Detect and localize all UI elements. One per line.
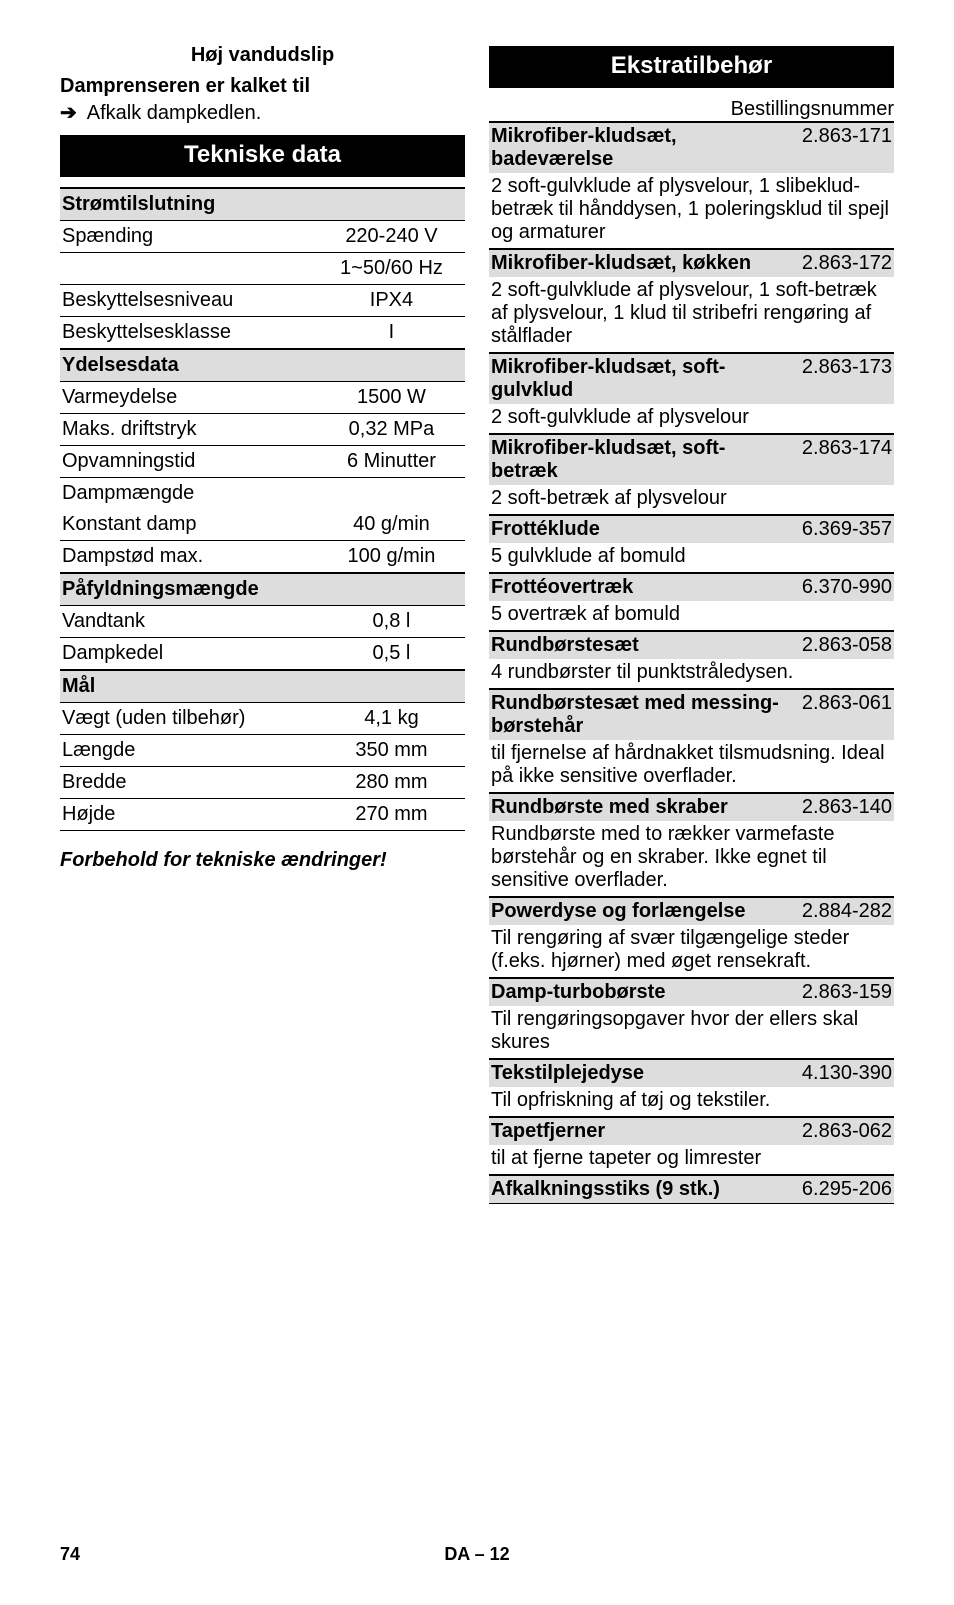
spec-group-header: Påfyldningsmængde xyxy=(60,573,465,606)
troubleshoot-step-text: Afkalk dampkedlen. xyxy=(87,102,262,125)
spec-value: 350 mm xyxy=(318,735,465,767)
accessory-number: 2.863-062 xyxy=(781,1117,894,1145)
spec-label: Dampmængde xyxy=(60,478,318,510)
spec-label: Vægt (uden tilbehør) xyxy=(60,703,318,735)
accessory-number: 6.369-357 xyxy=(781,515,894,543)
accessory-desc: 5 gulvklude af bomuld xyxy=(489,543,894,573)
spec-value: 0,8 l xyxy=(318,606,465,638)
accessory-name: Frottéklude xyxy=(489,515,781,543)
accessory-number: 2.863-174 xyxy=(781,434,894,485)
accessory-desc: 2 soft-gulvklude af plysvelour xyxy=(489,404,894,434)
troubleshoot-step: ➔ Afkalk dampkedlen. xyxy=(60,100,465,125)
accessory-desc: 4 rundbørster til punktstråledysen. xyxy=(489,659,894,689)
spec-group-header: Ydelsesdata xyxy=(60,349,465,382)
footer-page-number: 74 xyxy=(60,1544,120,1565)
order-number-label: Bestillingsnummer xyxy=(489,98,894,121)
spec-value: 270 mm xyxy=(318,799,465,831)
accessory-desc: 2 soft-gulvklude af plysvelour, 1 soft-b… xyxy=(489,277,894,353)
accessory-number: 2.863-159 xyxy=(781,978,894,1006)
page-footer: 74 DA – 12 xyxy=(60,1544,894,1565)
spec-value: I xyxy=(318,317,465,350)
spec-value xyxy=(318,478,465,510)
spec-value: IPX4 xyxy=(318,285,465,317)
accessory-number: 6.370-990 xyxy=(781,573,894,601)
spec-label xyxy=(60,253,318,285)
accessory-number: 2.863-140 xyxy=(781,793,894,821)
accessory-desc: Til rengøring af svær tilgængelige stede… xyxy=(489,925,894,978)
accessory-desc: Rundbørste med to rækker varmefaste børs… xyxy=(489,821,894,897)
spec-value: 1~50/60 Hz xyxy=(318,253,465,285)
accessory-desc: til fjernelse af hårdnakket tilsmudsning… xyxy=(489,740,894,793)
accessory-name: Powerdyse og forlængelse xyxy=(489,897,781,925)
accessory-number: 2.884-282 xyxy=(781,897,894,925)
accessory-number: 2.863-058 xyxy=(781,631,894,659)
accessory-name: Mikrofiber-kludsæt, soft-gulvklud xyxy=(489,353,781,404)
accessory-number: 2.863-061 xyxy=(781,689,894,740)
spec-group-header: Strømtilslutning xyxy=(60,188,465,221)
accessory-name: Rundbørstesæt med messing-børstehår xyxy=(489,689,781,740)
accessories-table: Mikrofiber-kludsæt, badeværelse2.863-171… xyxy=(489,121,894,1204)
spec-label: Længde xyxy=(60,735,318,767)
specs-table: StrømtilslutningSpænding220-240 V1~50/60… xyxy=(60,187,465,831)
spec-label: Opvamningstid xyxy=(60,446,318,478)
spec-value: 1500 W xyxy=(318,382,465,414)
spec-value: 220-240 V xyxy=(318,221,465,253)
accessory-number: 2.863-173 xyxy=(781,353,894,404)
spec-label: Maks. driftstryk xyxy=(60,414,318,446)
accessory-name: Mikrofiber-kludsæt, badeværelse xyxy=(489,122,781,173)
spec-label: Vandtank xyxy=(60,606,318,638)
arrow-icon: ➔ xyxy=(60,100,77,125)
accessory-number: 4.130-390 xyxy=(781,1059,894,1087)
spec-value: 40 g/min xyxy=(318,509,465,541)
spec-label: Dampkedel xyxy=(60,638,318,671)
spec-value: 4,1 kg xyxy=(318,703,465,735)
accessories-banner: Ekstratilbehør xyxy=(489,46,894,88)
spec-label: Højde xyxy=(60,799,318,831)
accessory-name: Tekstilplejedyse xyxy=(489,1059,781,1087)
accessory-desc: til at fjerne tapeter og limrester xyxy=(489,1145,894,1175)
spec-value: 6 Minutter xyxy=(318,446,465,478)
troubleshoot-heading: Høj vandudslip xyxy=(60,44,465,67)
accessory-name: Rundbørstesæt xyxy=(489,631,781,659)
spec-label: Konstant damp xyxy=(60,509,318,541)
accessory-name: Afkalkningsstiks (9 stk.) xyxy=(489,1175,781,1204)
accessory-number: 2.863-171 xyxy=(781,122,894,173)
accessory-name: Rundbørste med skraber xyxy=(489,793,781,821)
accessory-name: Tapetfjerner xyxy=(489,1117,781,1145)
accessory-desc: 2 soft-betræk af plysvelour xyxy=(489,485,894,515)
accessory-name: Mikrofiber-kludsæt, soft-betræk xyxy=(489,434,781,485)
spec-label: Varmeydelse xyxy=(60,382,318,414)
footer-section: DA – 12 xyxy=(444,1544,509,1564)
accessory-desc: 5 overtræk af bomuld xyxy=(489,601,894,631)
accessory-name: Damp-turbobørste xyxy=(489,978,781,1006)
spec-value: 100 g/min xyxy=(318,541,465,574)
spec-value: 280 mm xyxy=(318,767,465,799)
spec-label: Bredde xyxy=(60,767,318,799)
spec-label: Spænding xyxy=(60,221,318,253)
accessory-name: Frottéovertræk xyxy=(489,573,781,601)
spec-label: Dampstød max. xyxy=(60,541,318,574)
spec-label: Beskyttelsesklasse xyxy=(60,317,318,350)
troubleshoot-sub: Damprenseren er kalket til xyxy=(60,75,465,98)
accessory-desc: Til opfriskning af tøj og tekstiler. xyxy=(489,1087,894,1117)
specs-banner: Tekniske data xyxy=(60,135,465,177)
accessory-desc: 2 soft-gulvklude af plysvelour, 1 slibek… xyxy=(489,173,894,249)
spec-value: 0,32 MPa xyxy=(318,414,465,446)
specs-note: Forbehold for tekniske ændringer! xyxy=(60,849,465,872)
spec-label: Beskyttelsesniveau xyxy=(60,285,318,317)
accessory-number: 6.295-206 xyxy=(781,1175,894,1204)
spec-group-header: Mål xyxy=(60,670,465,703)
accessory-name: Mikrofiber-kludsæt, køkken xyxy=(489,249,781,277)
accessory-desc: Til rengøringsopgaver hvor der ellers sk… xyxy=(489,1006,894,1059)
spec-value: 0,5 l xyxy=(318,638,465,671)
accessory-number: 2.863-172 xyxy=(781,249,894,277)
